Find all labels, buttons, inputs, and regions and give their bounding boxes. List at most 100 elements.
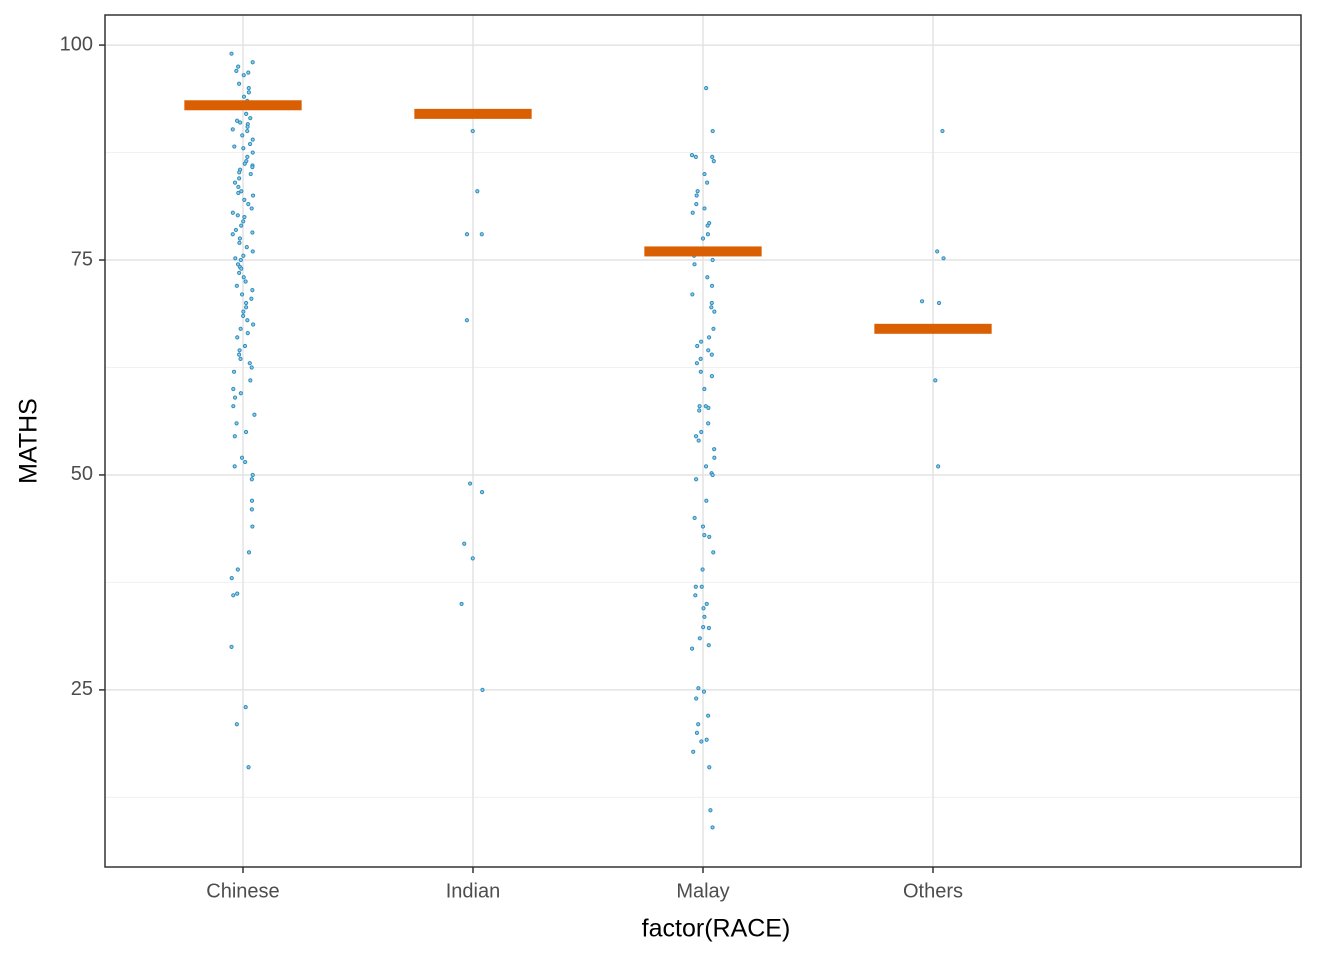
data-point [711, 550, 716, 555]
data-point [245, 128, 250, 134]
data-point [234, 118, 240, 123]
data-point [711, 326, 716, 331]
data-point [696, 438, 701, 443]
data-point [230, 232, 235, 237]
data-point [250, 150, 255, 155]
x-tick-label: Chinese [206, 880, 279, 902]
data-point [701, 625, 706, 630]
data-point [250, 249, 255, 254]
data-point [237, 236, 243, 241]
data-point [706, 335, 712, 340]
data-point [701, 689, 707, 694]
data-point [238, 356, 243, 361]
data-point [250, 288, 255, 293]
data-point [237, 348, 242, 353]
data-point [250, 524, 255, 529]
data-point [699, 739, 704, 744]
data-point [700, 567, 705, 572]
data-point [237, 170, 242, 175]
data-point [233, 256, 238, 261]
mean-bar [644, 246, 762, 257]
data-point [239, 292, 245, 297]
data-point [694, 361, 699, 366]
data-point [241, 219, 246, 224]
x-tick-label: Indian [446, 880, 501, 902]
data-point [241, 94, 247, 99]
data-point [235, 591, 240, 596]
data-point [249, 206, 254, 211]
data-point [936, 464, 941, 469]
x-tick-label: Malay [676, 880, 729, 902]
data-point [699, 584, 704, 589]
data-point [234, 722, 239, 727]
data-point [242, 161, 247, 166]
data-point [708, 808, 713, 813]
data-point [698, 369, 703, 374]
data-point [246, 90, 251, 95]
data-point [704, 601, 709, 607]
data-point [935, 249, 940, 254]
data-point [239, 455, 245, 460]
data-point [237, 240, 242, 245]
data-point [250, 60, 255, 65]
data-point [707, 765, 712, 770]
data-point [690, 210, 695, 215]
data-point [245, 331, 250, 336]
data-point [249, 477, 254, 482]
data-point [694, 193, 699, 198]
y-axis-title: MATHS [15, 398, 43, 484]
data-point [462, 541, 467, 546]
data-point [234, 283, 239, 288]
data-point [235, 567, 240, 572]
data-point [696, 686, 701, 691]
data-point [700, 236, 706, 241]
y-tick-label: 100 [60, 33, 93, 55]
data-point [244, 245, 249, 250]
data-point [702, 533, 707, 538]
data-point [703, 464, 709, 469]
data-point [464, 232, 470, 237]
data-point [234, 68, 239, 73]
data-point [479, 232, 484, 237]
data-point [692, 262, 697, 267]
data-point [475, 189, 480, 194]
data-point [240, 133, 245, 138]
data-point [697, 636, 702, 641]
data-point [233, 227, 239, 233]
data-point [248, 378, 253, 383]
data-point [940, 128, 945, 134]
data-point [690, 292, 695, 297]
data-point [231, 386, 236, 392]
data-point [241, 73, 246, 78]
y-tick-label: 25 [71, 678, 93, 700]
data-point [704, 85, 709, 91]
data-point [933, 378, 938, 383]
data-point [246, 70, 251, 75]
data-point [247, 141, 253, 147]
data-point [238, 326, 243, 331]
data-point [470, 556, 475, 561]
data-point [250, 230, 255, 235]
data-point [706, 643, 711, 648]
data-point [470, 128, 475, 134]
data-point [242, 197, 247, 202]
data-point [243, 429, 249, 435]
data-point [237, 352, 242, 357]
data-point [249, 498, 255, 503]
data-point [702, 206, 707, 211]
data-point [707, 534, 712, 539]
y-tick-label: 50 [71, 463, 93, 485]
data-point [709, 305, 714, 310]
data-point [712, 455, 717, 460]
data-point [246, 85, 251, 91]
data-point [704, 737, 709, 742]
data-point [479, 490, 485, 495]
data-point [242, 343, 248, 349]
data-point [705, 180, 710, 185]
data-point [231, 369, 237, 374]
data-point [693, 584, 698, 589]
data-point [694, 696, 699, 701]
data-point [706, 421, 711, 426]
data-point [231, 404, 236, 409]
data-point [232, 144, 237, 149]
